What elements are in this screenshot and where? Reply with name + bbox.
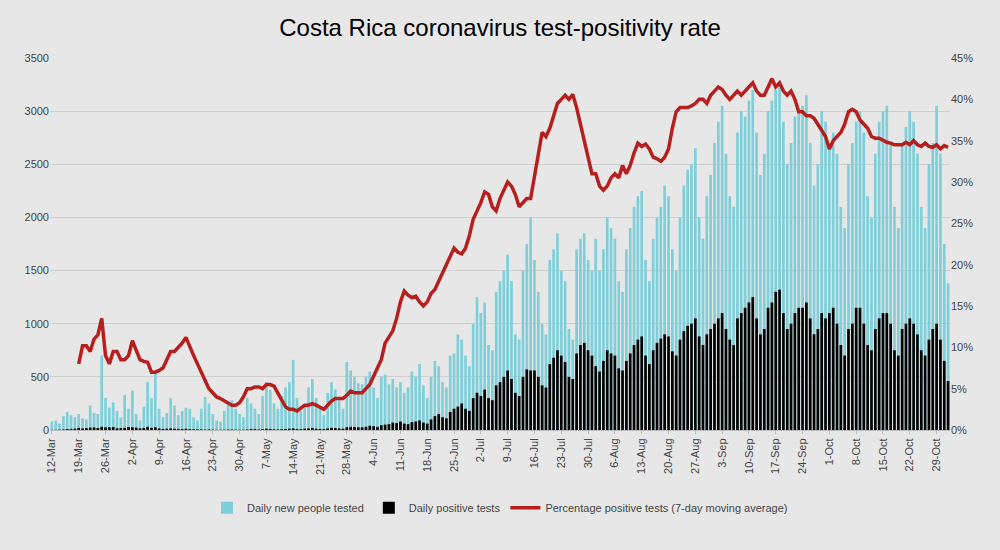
svg-text:23-Jul: 23-Jul [555, 438, 567, 468]
svg-text:7-May: 7-May [260, 438, 272, 469]
svg-text:1000: 1000 [25, 318, 49, 330]
svg-text:20%: 20% [951, 259, 973, 271]
svg-text:17-Sep: 17-Sep [769, 438, 781, 473]
svg-text:35%: 35% [951, 135, 973, 147]
svg-text:8-Oct: 8-Oct [850, 438, 862, 465]
svg-text:Percentage positive tests (7-d: Percentage positive tests (7-day moving … [545, 502, 787, 514]
svg-text:12-Mar: 12-Mar [45, 438, 57, 473]
svg-text:3-Sep: 3-Sep [716, 438, 728, 467]
svg-text:23-Apr: 23-Apr [206, 438, 218, 471]
svg-text:40%: 40% [951, 93, 973, 105]
svg-text:20-Aug: 20-Aug [662, 438, 674, 473]
svg-text:Daily positive tests: Daily positive tests [409, 502, 501, 514]
svg-text:Costa Rica coronavirus test-po: Costa Rica coronavirus test-positivity r… [279, 14, 721, 41]
svg-text:0%: 0% [951, 424, 967, 436]
svg-text:30-Jul: 30-Jul [582, 438, 594, 468]
svg-text:2500: 2500 [25, 158, 49, 170]
svg-text:26-Mar: 26-Mar [99, 438, 111, 473]
svg-text:25%: 25% [951, 217, 973, 229]
svg-text:15-Oct: 15-Oct [877, 438, 889, 471]
svg-text:16-Jul: 16-Jul [528, 438, 540, 468]
svg-text:30-Apr: 30-Apr [233, 438, 245, 471]
svg-text:19-Mar: 19-Mar [72, 438, 84, 473]
svg-text:15%: 15% [951, 300, 973, 312]
svg-text:11-Jun: 11-Jun [394, 438, 406, 471]
svg-text:4-Jun: 4-Jun [367, 438, 379, 466]
svg-text:10-Sep: 10-Sep [743, 438, 755, 473]
svg-text:13-Aug: 13-Aug [635, 438, 647, 473]
svg-text:25-Jun: 25-Jun [448, 438, 460, 472]
svg-text:28-May: 28-May [340, 438, 352, 475]
svg-text:45%: 45% [951, 52, 973, 64]
svg-text:6-Aug: 6-Aug [608, 438, 620, 467]
svg-text:1-Oct: 1-Oct [823, 438, 835, 465]
svg-text:2-Jul: 2-Jul [474, 438, 486, 462]
svg-text:29-Oct: 29-Oct [930, 438, 942, 471]
svg-text:22-Oct: 22-Oct [903, 438, 915, 471]
svg-text:Daily new people tested: Daily new people tested [247, 502, 364, 514]
svg-text:9-Apr: 9-Apr [153, 438, 165, 465]
svg-text:2-Apr: 2-Apr [126, 438, 138, 465]
svg-text:10%: 10% [951, 341, 973, 353]
svg-text:24-Sep: 24-Sep [796, 438, 808, 473]
svg-text:3000: 3000 [25, 105, 49, 117]
svg-text:2000: 2000 [25, 211, 49, 223]
svg-text:9-Jul: 9-Jul [501, 438, 513, 462]
svg-text:27-Aug: 27-Aug [689, 438, 701, 473]
svg-text:0: 0 [43, 424, 49, 436]
svg-text:14-May: 14-May [287, 438, 299, 475]
svg-text:18-Jun: 18-Jun [421, 438, 433, 472]
svg-text:1500: 1500 [25, 264, 49, 276]
svg-text:5%: 5% [951, 383, 967, 395]
svg-text:500: 500 [31, 371, 49, 383]
svg-text:30%: 30% [951, 176, 973, 188]
svg-text:21-May: 21-May [314, 438, 326, 475]
svg-text:16-Apr: 16-Apr [180, 438, 192, 471]
svg-text:3500: 3500 [25, 52, 49, 64]
